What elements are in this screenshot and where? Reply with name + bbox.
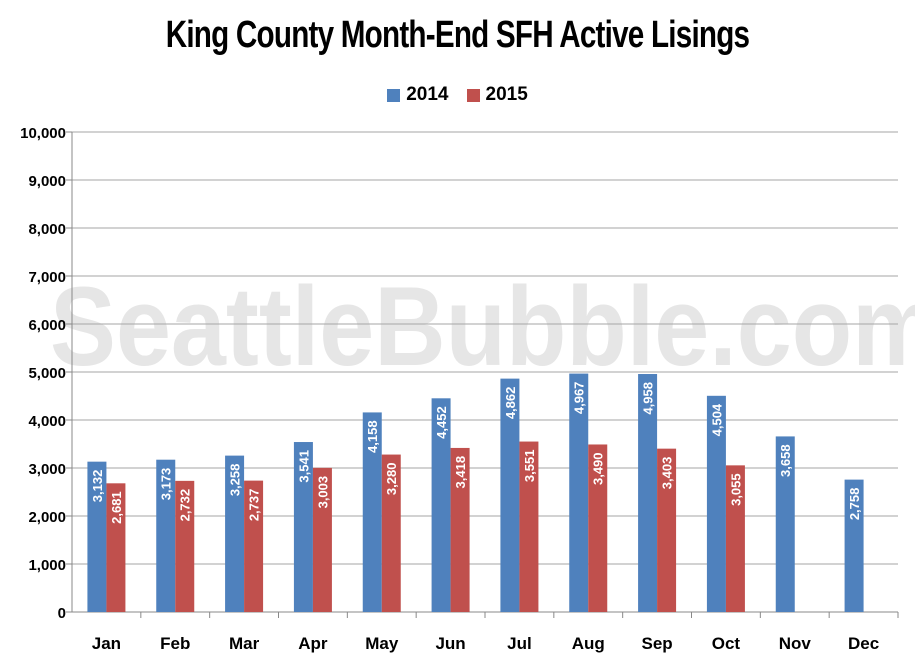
bar-2014-jul	[500, 378, 520, 612]
legend-item-2015: 2015	[466, 84, 528, 106]
bar-2015-jun	[450, 447, 470, 612]
data-label-2015-sep: 3,403	[660, 457, 675, 490]
data-label-2015-apr: 3,003	[315, 476, 330, 509]
y-tick-label: 5,000	[28, 365, 66, 382]
x-tick-label-dec: Dec	[848, 634, 879, 653]
x-tick-label-jan: Jan	[92, 634, 121, 653]
data-label-2014-may: 4,158	[365, 420, 380, 453]
legend-label-2015: 2015	[485, 84, 528, 105]
bar-2015-may	[381, 454, 401, 612]
data-label-2014-jun: 4,452	[434, 406, 449, 439]
x-tick-label-sep: Sep	[641, 634, 672, 653]
legend-swatch-2014	[387, 88, 401, 102]
data-label-2015-jun: 3,418	[453, 456, 468, 489]
x-tick-label-oct: Oct	[712, 634, 741, 653]
y-tick-label: 2,000	[28, 509, 66, 526]
x-tick-label-mar: Mar	[229, 634, 260, 653]
data-label-2015-jan: 2,681	[109, 491, 124, 524]
x-tick-label-apr: Apr	[298, 634, 328, 653]
data-label-2014-sep: 4,958	[641, 382, 656, 415]
data-label-2015-mar: 2,737	[247, 489, 262, 522]
bar-2014-aug	[569, 373, 589, 612]
bar-2014-apr	[293, 442, 313, 612]
legend-label-2014: 2014	[406, 84, 449, 105]
data-label-2015-may: 3,280	[384, 463, 399, 496]
y-tick-label: 7,000	[28, 269, 66, 286]
bar-2015-apr	[312, 467, 332, 612]
data-label-2014-jan: 3,132	[90, 470, 105, 503]
x-tick-label-may: May	[365, 634, 399, 653]
data-label-2015-oct: 3,055	[728, 473, 743, 506]
legend-item-2014: 2014	[387, 84, 449, 106]
x-tick-label-jul: Jul	[507, 634, 532, 653]
y-tick-label: 10,000	[20, 125, 66, 142]
y-tick-label: 4,000	[28, 413, 66, 430]
data-label-2014-nov: 3,658	[778, 444, 793, 477]
x-tick-label-jun: Jun	[435, 634, 465, 653]
bar-2014-jun	[431, 398, 451, 612]
x-tick-label-aug: Aug	[572, 634, 605, 653]
bar-2014-may	[362, 412, 382, 612]
data-label-2014-mar: 3,258	[228, 464, 243, 497]
x-tick-label-nov: Nov	[779, 634, 812, 653]
data-label-2014-feb: 3,173	[159, 468, 174, 501]
bar-2014-mar	[225, 455, 245, 612]
bar-2015-feb	[175, 480, 195, 612]
data-label-2014-oct: 4,504	[709, 403, 724, 436]
bar-2015-aug	[588, 444, 608, 612]
x-tick-label-feb: Feb	[160, 634, 190, 653]
bar-2014-dec	[844, 479, 864, 612]
bar-2014-nov	[775, 436, 795, 612]
bar-2015-mar	[244, 480, 264, 612]
bar-2014-feb	[156, 459, 176, 612]
data-label-2015-aug: 3,490	[591, 452, 606, 485]
bar-2014-jan	[87, 461, 107, 612]
bar-2014-sep	[638, 374, 658, 612]
data-label-2015-feb: 2,732	[178, 489, 193, 522]
data-label-2014-dec: 2,758	[847, 488, 862, 521]
chart-title: King County Month-End SFH Active Lisings	[165, 14, 750, 56]
data-label-2014-jul: 4,862	[503, 387, 518, 420]
data-label-2014-apr: 3,541	[296, 450, 311, 483]
bar-2015-jul	[519, 441, 539, 612]
bar-2014-oct	[706, 395, 726, 612]
y-tick-label: 1,000	[28, 557, 66, 574]
y-tick-label: 8,000	[28, 221, 66, 238]
data-label-2014-aug: 4,967	[572, 382, 587, 415]
data-label-2015-jul: 3,551	[522, 450, 537, 483]
bar-2015-sep	[657, 448, 677, 612]
bar-2015-jan	[106, 483, 126, 612]
watermark: SeattleBubble.com	[50, 264, 915, 389]
y-tick-label: 9,000	[28, 173, 66, 190]
y-tick-label: 0	[58, 605, 66, 622]
legend: 2014 2015	[0, 84, 915, 106]
legend-swatch-2015	[466, 88, 480, 102]
y-tick-label: 6,000	[28, 317, 66, 334]
y-tick-label: 3,000	[28, 461, 66, 478]
bar-2015-oct	[725, 465, 745, 612]
